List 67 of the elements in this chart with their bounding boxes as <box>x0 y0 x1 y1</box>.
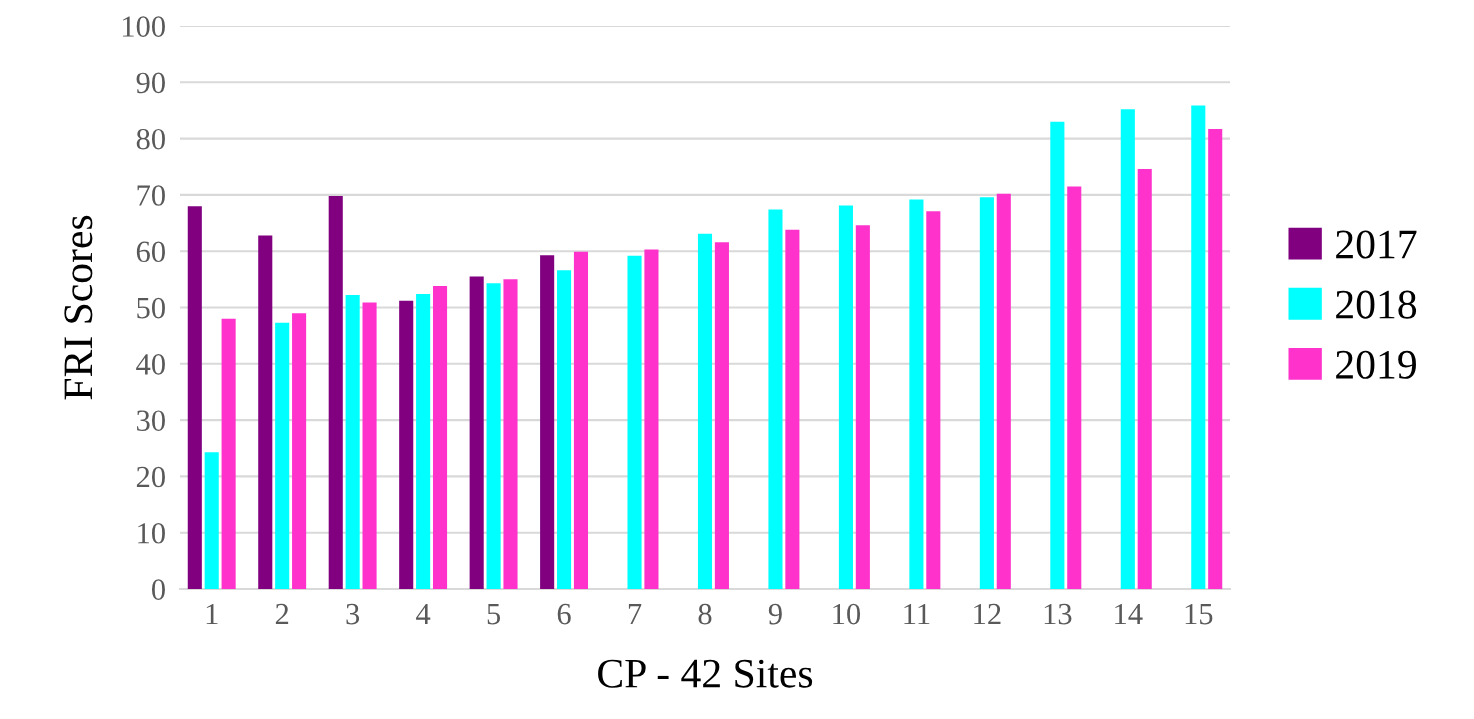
x-tick-label: 15 <box>1185 603 1213 625</box>
bar <box>785 229 800 589</box>
x-tick-label: 9 <box>768 603 782 625</box>
x-tick-label: 12 <box>974 603 1001 625</box>
bar <box>627 255 642 589</box>
x-tick-label: 5 <box>487 604 501 625</box>
x-tick-label: 10 <box>833 603 861 625</box>
y-tick-label: 10 <box>138 522 165 544</box>
bar <box>292 313 307 589</box>
x-tick-label: 1 <box>206 603 218 625</box>
bar <box>644 249 659 589</box>
x-tick-label: 6 <box>557 603 571 625</box>
y-tick-label: 0 <box>152 579 165 600</box>
bar <box>1208 129 1223 589</box>
legend-label: 2017 <box>1336 230 1417 259</box>
y-tick-label: 20 <box>136 466 165 488</box>
bar <box>275 322 290 589</box>
y-tick-label: 90 <box>136 72 165 94</box>
y-axis-title: FRI Scores <box>64 215 93 400</box>
bar <box>204 452 219 589</box>
bar <box>855 225 870 589</box>
bar <box>1120 109 1135 589</box>
bar <box>540 255 555 589</box>
bar <box>469 276 484 589</box>
bar <box>1067 186 1082 589</box>
x-tick-label: 7 <box>628 604 642 625</box>
y-tick-label: 60 <box>136 241 165 263</box>
y-tick-label: 80 <box>136 128 165 150</box>
x-tick-label: 4 <box>416 603 431 625</box>
bar <box>486 283 501 589</box>
y-tick-label: 50 <box>137 297 165 319</box>
y-tick-label: 100 <box>122 16 165 37</box>
bar <box>221 318 236 589</box>
bar <box>345 295 360 589</box>
x-tick-label: 14 <box>1115 603 1143 625</box>
bar <box>838 205 853 589</box>
bar <box>714 242 729 589</box>
x-tick-label: 3 <box>346 603 360 625</box>
bar <box>399 300 414 589</box>
bar <box>503 279 518 589</box>
bar <box>926 211 941 589</box>
x-axis-title: CP - 42 Sites <box>598 659 813 688</box>
bar <box>557 270 572 589</box>
bar <box>768 209 783 589</box>
x-tick-label: 11 <box>904 603 930 625</box>
x-tick-label: 2 <box>275 603 289 625</box>
bar <box>979 197 994 589</box>
bar <box>697 233 713 589</box>
bar <box>187 206 202 589</box>
bar <box>416 293 431 589</box>
bar <box>432 286 448 589</box>
bar <box>1050 121 1065 589</box>
bar <box>996 193 1011 589</box>
y-tick-label: 70 <box>137 185 165 206</box>
x-tick-label: 13 <box>1044 603 1072 625</box>
x-tick-label: 8 <box>698 603 712 625</box>
legend-label: 2018 <box>1336 290 1417 319</box>
y-tick-label: 40 <box>136 354 165 375</box>
legend-label: 2019 <box>1336 350 1416 379</box>
bar <box>362 302 377 589</box>
bar <box>258 235 273 589</box>
bar <box>1191 105 1206 589</box>
bar <box>328 196 343 589</box>
bar <box>1137 169 1152 589</box>
bar <box>573 251 589 589</box>
y-tick-label: 30 <box>137 410 165 431</box>
bar <box>909 199 924 589</box>
